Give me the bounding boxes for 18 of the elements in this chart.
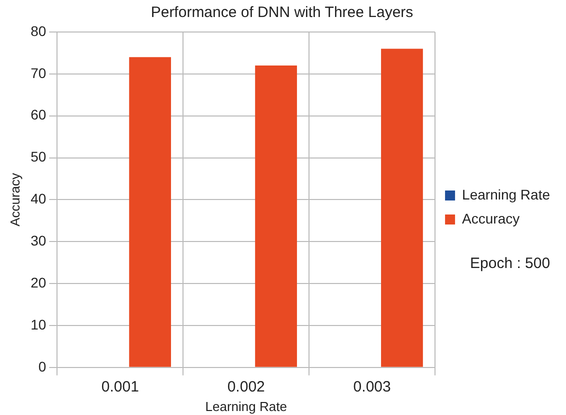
chart-title: Performance of DNN with Three Layers bbox=[150, 4, 414, 22]
text: Epoch : 500 bbox=[470, 255, 550, 272]
y-tick-label: 30 bbox=[30, 232, 46, 248]
y-tick-label: 60 bbox=[30, 106, 46, 123]
y-axis-title: Accuracy bbox=[7, 172, 22, 226]
y-tick-label: 50 bbox=[30, 148, 46, 165]
x-tick-label: 0.003 bbox=[353, 378, 391, 396]
x-axis-title: Learning Rate bbox=[205, 398, 287, 414]
y-tick-label: 80 bbox=[30, 22, 46, 39]
y-tick-label: 40 bbox=[30, 190, 46, 207]
legend-label: Learning Rate bbox=[462, 186, 550, 202]
legend-label: Accuracy bbox=[462, 210, 520, 226]
y-tick-label: 70 bbox=[30, 64, 46, 81]
x-tick-label: 0.001 bbox=[101, 378, 139, 396]
y-tick-label: 10 bbox=[30, 316, 46, 332]
x-tick-label: 0.002 bbox=[227, 378, 265, 396]
y-tick-label: 20 bbox=[30, 274, 46, 290]
y-tick-label: 0 bbox=[38, 358, 46, 374]
